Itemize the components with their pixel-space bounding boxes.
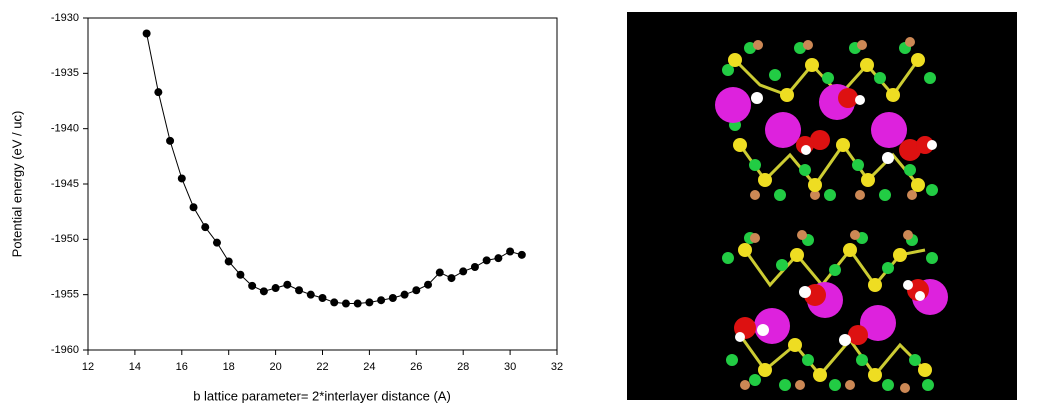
data-point	[459, 267, 468, 276]
data-point	[318, 293, 327, 302]
data-line	[146, 33, 522, 305]
data-point	[142, 29, 151, 38]
data-point	[400, 290, 409, 299]
data-point	[482, 256, 491, 265]
y-axis-label: Potential energy (eV / uc)	[9, 111, 24, 258]
y-tick-label: -1940	[51, 123, 79, 135]
x-tick-label: 16	[176, 361, 188, 373]
data-point	[330, 298, 339, 307]
data-point	[295, 286, 304, 295]
data-point	[506, 247, 515, 256]
data-point	[224, 257, 233, 266]
x-tick-label: 22	[316, 361, 328, 373]
x-tick-label: 24	[363, 361, 375, 373]
y-tick-label: -1960	[51, 344, 79, 356]
data-point	[424, 280, 433, 289]
data-point	[201, 223, 210, 232]
x-tick-label: 14	[129, 361, 141, 373]
data-point	[212, 238, 221, 247]
data-point	[353, 299, 362, 308]
y-tick-label: -1955	[51, 289, 79, 301]
data-point	[259, 287, 268, 296]
x-tick-label: 12	[82, 361, 94, 373]
data-point	[494, 254, 503, 263]
y-tick-label: -1950	[51, 233, 79, 245]
y-tick-label: -1945	[51, 178, 79, 190]
x-tick-label: 32	[551, 361, 563, 373]
y-tick-label: -1930	[51, 12, 79, 24]
data-point	[435, 268, 444, 277]
x-tick-label: 26	[410, 361, 422, 373]
data-point	[377, 296, 386, 305]
data-point	[248, 281, 257, 290]
data-point	[388, 293, 397, 302]
x-tick-label: 18	[223, 361, 235, 373]
x-tick-label: 20	[269, 361, 281, 373]
x-tick-label: 30	[504, 361, 516, 373]
molecule-image	[627, 12, 1017, 400]
x-tick-label: 28	[457, 361, 469, 373]
data-point	[236, 270, 245, 279]
data-point	[517, 250, 526, 259]
data-point	[306, 290, 315, 299]
data-point	[177, 174, 186, 183]
data-point	[189, 203, 198, 212]
data-point	[447, 274, 456, 283]
x-axis-label: b lattice parameter= 2*interlayer distan…	[193, 388, 451, 403]
data-point	[166, 136, 175, 145]
data-point	[365, 298, 374, 307]
data-point	[412, 286, 421, 295]
data-point	[341, 299, 350, 308]
data-point	[470, 263, 479, 271]
data-point	[283, 280, 292, 289]
y-tick-label: -1935	[51, 67, 79, 79]
data-point	[154, 88, 163, 97]
data-point	[271, 284, 280, 293]
